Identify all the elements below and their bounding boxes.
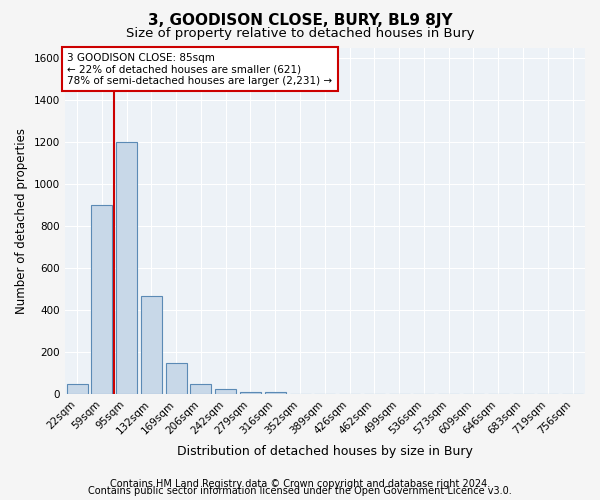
Bar — [265, 392, 286, 394]
Text: Contains public sector information licensed under the Open Government Licence v3: Contains public sector information licen… — [88, 486, 512, 496]
Text: Contains HM Land Registry data © Crown copyright and database right 2024.: Contains HM Land Registry data © Crown c… — [110, 479, 490, 489]
Bar — [166, 363, 187, 394]
X-axis label: Distribution of detached houses by size in Bury: Distribution of detached houses by size … — [177, 444, 473, 458]
Y-axis label: Number of detached properties: Number of detached properties — [15, 128, 28, 314]
Bar — [240, 392, 261, 394]
Text: 3 GOODISON CLOSE: 85sqm
← 22% of detached houses are smaller (621)
78% of semi-d: 3 GOODISON CLOSE: 85sqm ← 22% of detache… — [67, 52, 332, 86]
Text: Size of property relative to detached houses in Bury: Size of property relative to detached ho… — [126, 28, 474, 40]
Text: 3, GOODISON CLOSE, BURY, BL9 8JY: 3, GOODISON CLOSE, BURY, BL9 8JY — [148, 12, 452, 28]
Bar — [67, 384, 88, 394]
Bar — [215, 389, 236, 394]
Bar — [116, 142, 137, 395]
Bar — [141, 296, 162, 394]
Bar — [91, 205, 112, 394]
Bar — [190, 384, 211, 394]
